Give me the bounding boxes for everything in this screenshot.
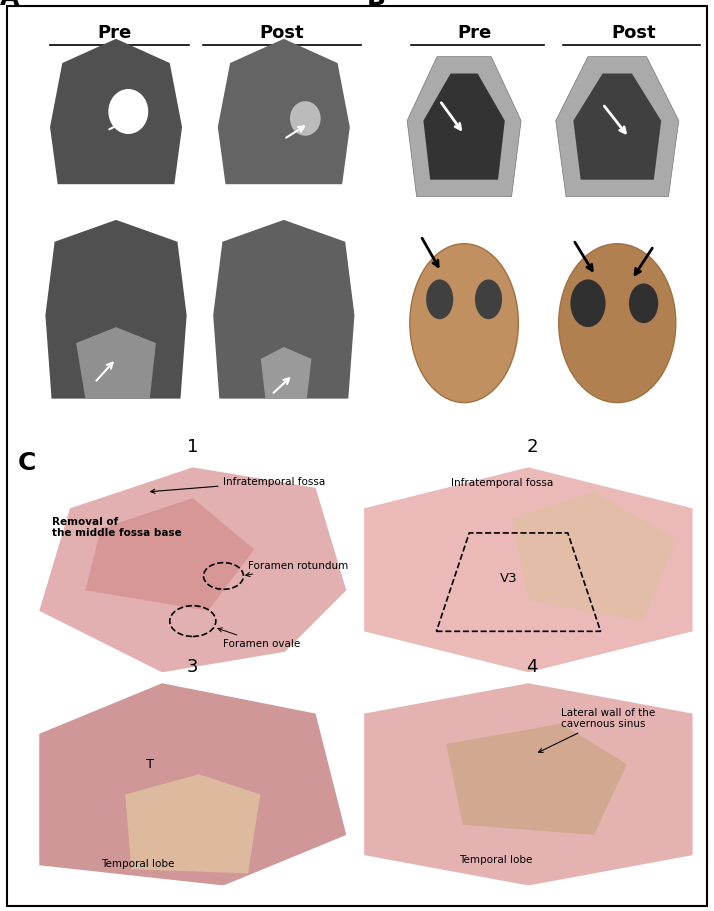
Text: Foramen ovale: Foramen ovale: [218, 628, 301, 649]
Polygon shape: [218, 39, 350, 184]
Circle shape: [558, 244, 675, 403]
Polygon shape: [261, 347, 311, 399]
Polygon shape: [364, 683, 693, 885]
Polygon shape: [213, 220, 354, 399]
Polygon shape: [573, 74, 661, 179]
Text: V3: V3: [500, 571, 518, 585]
Text: 1: 1: [187, 437, 198, 456]
Text: Infratemporal fossa: Infratemporal fossa: [451, 477, 553, 487]
Polygon shape: [46, 220, 186, 399]
Text: Removal of
the middle fossa base: Removal of the middle fossa base: [51, 517, 181, 538]
Polygon shape: [39, 467, 346, 672]
Circle shape: [629, 283, 658, 323]
Polygon shape: [86, 498, 254, 610]
Text: Foramen rotundum: Foramen rotundum: [246, 561, 348, 577]
Text: 2: 2: [526, 437, 538, 456]
Polygon shape: [423, 74, 505, 179]
Circle shape: [410, 244, 518, 403]
Text: Temporal lobe: Temporal lobe: [101, 859, 174, 869]
Text: Post: Post: [260, 25, 304, 43]
Text: Post: Post: [611, 25, 655, 43]
Circle shape: [570, 280, 605, 327]
Circle shape: [290, 101, 321, 136]
Text: Lateral wall of the
cavernous sinus: Lateral wall of the cavernous sinus: [538, 708, 655, 752]
Circle shape: [475, 280, 502, 319]
Circle shape: [426, 280, 453, 319]
Text: Infratemporal fossa: Infratemporal fossa: [151, 476, 326, 494]
Text: A: A: [0, 0, 19, 10]
Text: Pre: Pre: [97, 25, 131, 43]
Text: Pre: Pre: [458, 25, 492, 43]
Text: B: B: [366, 0, 386, 10]
Text: Temporal lobe: Temporal lobe: [459, 855, 532, 865]
Polygon shape: [446, 723, 627, 834]
Text: C: C: [18, 451, 36, 475]
Text: T: T: [146, 758, 154, 771]
Polygon shape: [39, 683, 346, 885]
Text: 3: 3: [187, 658, 198, 676]
Polygon shape: [76, 327, 156, 399]
Circle shape: [109, 89, 149, 134]
Polygon shape: [125, 774, 261, 874]
Polygon shape: [50, 39, 182, 184]
Text: 4: 4: [526, 658, 538, 676]
Polygon shape: [364, 467, 693, 672]
Polygon shape: [407, 56, 521, 197]
Polygon shape: [555, 56, 679, 197]
Polygon shape: [512, 492, 676, 621]
